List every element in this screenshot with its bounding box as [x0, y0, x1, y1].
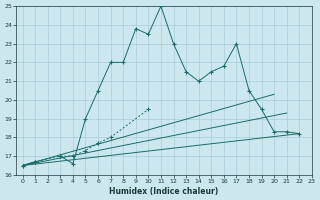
X-axis label: Humidex (Indice chaleur): Humidex (Indice chaleur) [109, 187, 219, 196]
